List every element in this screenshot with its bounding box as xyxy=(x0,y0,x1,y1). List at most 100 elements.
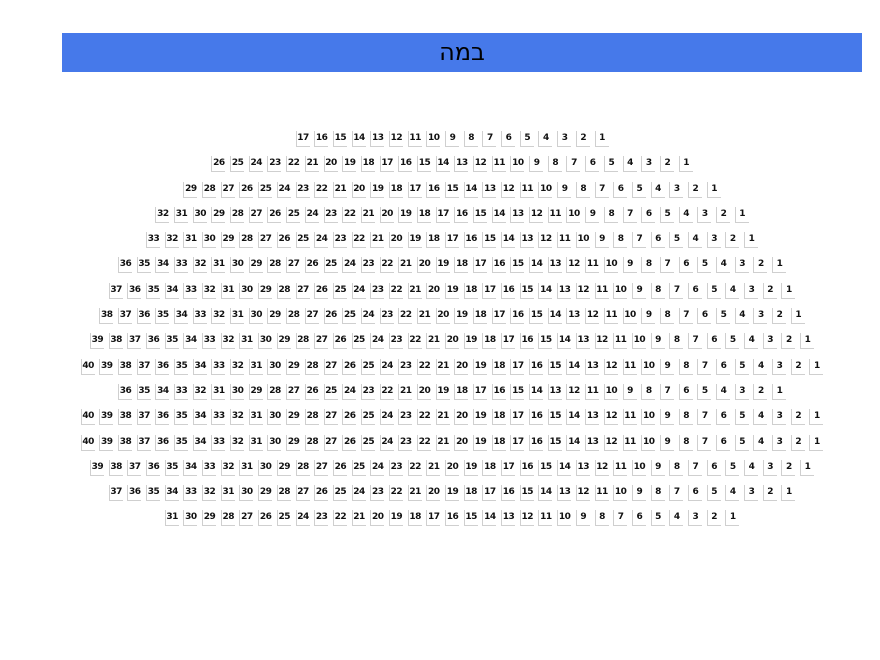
seat[interactable]: 29 xyxy=(202,510,217,527)
seat[interactable]: 30 xyxy=(202,232,217,249)
seat[interactable]: 6 xyxy=(687,485,702,502)
seat[interactable]: 6 xyxy=(715,434,730,451)
seat[interactable]: 2 xyxy=(790,434,805,451)
seat[interactable]: 37 xyxy=(108,485,123,502)
seat[interactable]: 34 xyxy=(183,459,198,476)
seat[interactable]: 20 xyxy=(416,383,431,400)
seat[interactable]: 31 xyxy=(211,383,226,400)
seat[interactable]: 27 xyxy=(323,409,338,426)
seat[interactable]: 38 xyxy=(99,308,114,325)
seat[interactable]: 17 xyxy=(407,181,422,198)
seat[interactable]: 33 xyxy=(211,409,226,426)
seat[interactable]: 10 xyxy=(566,206,581,223)
seat[interactable]: 28 xyxy=(295,333,310,350)
seat[interactable]: 33 xyxy=(211,434,226,451)
seat[interactable]: 13 xyxy=(510,206,525,223)
seat[interactable]: 6 xyxy=(585,156,600,173)
seat[interactable]: 14 xyxy=(482,510,497,527)
seat[interactable]: 22 xyxy=(407,333,422,350)
seat[interactable]: 22 xyxy=(379,383,394,400)
seat[interactable]: 26 xyxy=(258,510,273,527)
seat[interactable]: 11 xyxy=(538,510,553,527)
seat[interactable]: 8 xyxy=(547,156,562,173)
seat[interactable]: 19 xyxy=(473,358,488,375)
seat[interactable]: 15 xyxy=(510,257,525,274)
seat[interactable]: 8 xyxy=(678,358,693,375)
seat[interactable]: 37 xyxy=(136,434,151,451)
seat[interactable]: 30 xyxy=(239,485,254,502)
seat[interactable]: 1 xyxy=(809,434,824,451)
seat[interactable]: 32 xyxy=(230,409,245,426)
seat[interactable]: 21 xyxy=(416,308,431,325)
seat[interactable]: 9 xyxy=(622,383,637,400)
seat[interactable]: 18 xyxy=(491,358,506,375)
seat[interactable]: 35 xyxy=(146,282,160,299)
seat[interactable]: 3 xyxy=(744,282,758,299)
seat[interactable]: 19 xyxy=(473,434,488,451)
seat[interactable]: 29 xyxy=(286,434,301,451)
seat[interactable]: 11 xyxy=(519,181,534,198)
seat[interactable]: 29 xyxy=(248,257,263,274)
seat[interactable]: 4 xyxy=(687,232,702,249)
seat[interactable]: 25 xyxy=(360,434,375,451)
seat[interactable]: 9 xyxy=(650,459,665,476)
seat[interactable]: 1 xyxy=(725,510,740,527)
seat[interactable]: 20 xyxy=(454,409,469,426)
seat[interactable]: 25 xyxy=(323,257,338,274)
seat[interactable]: 3 xyxy=(762,333,777,350)
seat[interactable]: 20 xyxy=(435,308,450,325)
seat[interactable]: 7 xyxy=(482,131,497,147)
seat[interactable]: 31 xyxy=(239,459,254,476)
seat[interactable]: 9 xyxy=(557,181,572,198)
seat[interactable]: 36 xyxy=(117,257,132,274)
seat[interactable]: 13 xyxy=(501,510,516,527)
seat[interactable]: 33 xyxy=(202,459,217,476)
seat[interactable]: 25 xyxy=(360,409,375,426)
seat[interactable]: 14 xyxy=(547,308,562,325)
seat[interactable]: 32 xyxy=(192,383,207,400)
seat[interactable]: 2 xyxy=(790,358,805,375)
seat[interactable]: 38 xyxy=(117,358,132,375)
seat[interactable]: 32 xyxy=(155,206,170,223)
seat[interactable]: 4 xyxy=(622,156,637,173)
seat[interactable]: 34 xyxy=(174,308,189,325)
seat[interactable]: 5 xyxy=(650,510,665,527)
seat[interactable]: 16 xyxy=(510,308,525,325)
seat[interactable]: 21 xyxy=(332,181,347,198)
seat[interactable]: 24 xyxy=(314,232,329,249)
seat[interactable]: 36 xyxy=(136,308,151,325)
seat[interactable]: 3 xyxy=(669,181,684,198)
seat[interactable]: 15 xyxy=(510,383,525,400)
seat[interactable]: 11 xyxy=(594,485,609,502)
seat[interactable]: 21 xyxy=(435,358,450,375)
seat[interactable]: 32 xyxy=(230,358,245,375)
seat[interactable]: 13 xyxy=(585,358,600,375)
seat[interactable]: 19 xyxy=(388,510,403,527)
seat[interactable]: 31 xyxy=(174,206,189,223)
seat[interactable]: 12 xyxy=(566,257,581,274)
seat[interactable]: 26 xyxy=(304,257,319,274)
seat[interactable]: 16 xyxy=(445,510,459,527)
seat[interactable]: 27 xyxy=(314,333,329,350)
seat[interactable]: 35 xyxy=(136,383,151,400)
seat[interactable]: 33 xyxy=(211,358,226,375)
seat[interactable]: 4 xyxy=(715,257,730,274)
seat[interactable]: 9 xyxy=(622,257,637,274)
seat[interactable]: 7 xyxy=(678,308,693,325)
seat[interactable]: 9 xyxy=(585,206,600,223)
seat[interactable]: 6 xyxy=(706,459,721,476)
seat[interactable]: 32 xyxy=(230,434,245,451)
seat[interactable]: 28 xyxy=(267,383,282,400)
seat[interactable]: 13 xyxy=(557,485,572,502)
seat[interactable]: 14 xyxy=(538,485,553,502)
seat[interactable]: 22 xyxy=(388,282,403,299)
seat[interactable]: 24 xyxy=(342,383,357,400)
seat[interactable]: 7 xyxy=(669,485,684,502)
seat[interactable]: 33 xyxy=(174,383,189,400)
seat[interactable]: 2 xyxy=(659,156,674,173)
seat[interactable]: 27 xyxy=(323,434,338,451)
seat[interactable]: 26 xyxy=(332,459,347,476)
seat[interactable]: 24 xyxy=(379,358,394,375)
seat[interactable]: 15 xyxy=(529,308,544,325)
seat[interactable]: 10 xyxy=(622,308,637,325)
